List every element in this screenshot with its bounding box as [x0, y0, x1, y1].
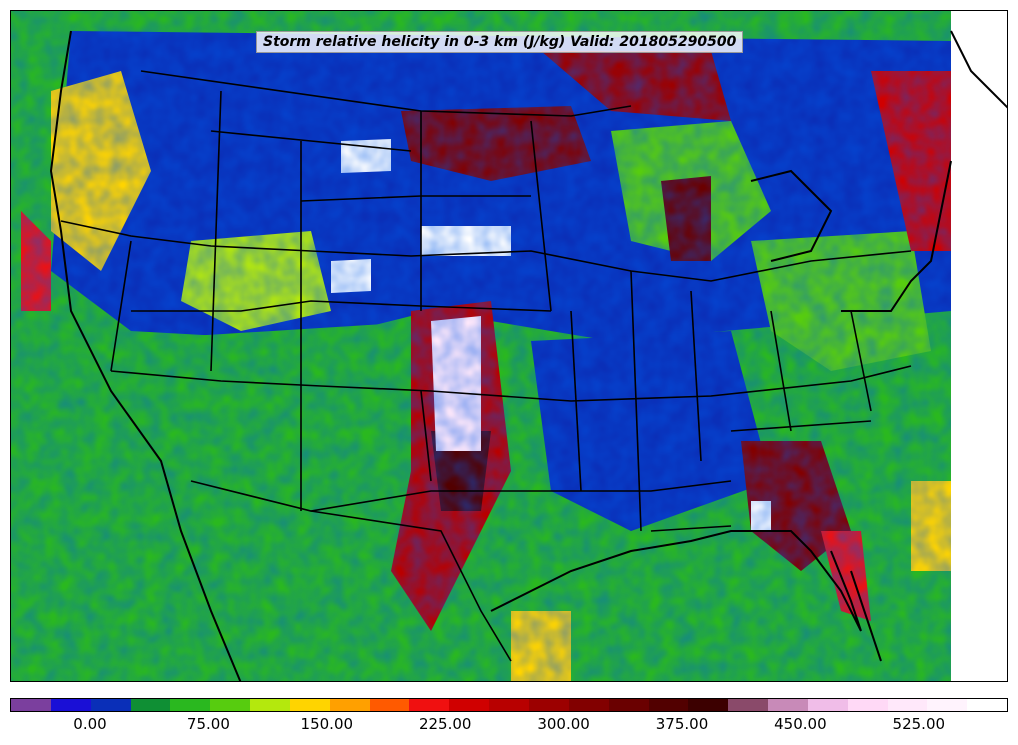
colorbar-tick-label: 375.00	[655, 715, 709, 733]
colorbar-segment	[688, 699, 729, 711]
colorbar-segment	[927, 699, 968, 711]
colorbar-segment	[489, 699, 529, 711]
colorbar-segment	[887, 699, 928, 711]
colorbar-labels: 0.00 75.00 150.00 225.00 300.00 375.00 450.00 5…	[10, 715, 1008, 737]
colorbar-segment	[90, 699, 131, 711]
colorbar-segment	[130, 699, 171, 711]
colorbar-segment	[409, 699, 450, 711]
colorbar-segment	[608, 699, 649, 711]
no-data-area	[951, 11, 1007, 681]
map-panel: Storm relative helicity in 0-3 km (J/kg)…	[10, 10, 1008, 682]
colorbar-tick-label: 450.00	[774, 715, 827, 733]
colorbar-segment	[648, 699, 689, 711]
colorbar-segment	[449, 699, 490, 711]
colorbar-tick-label: 0.00	[73, 715, 107, 733]
state-borders	[60, 70, 912, 662]
colorbar-segment	[847, 699, 888, 711]
colorbar-segment	[250, 699, 290, 711]
colorbar-segment	[369, 699, 410, 711]
colorbar-segment	[768, 699, 808, 711]
colorbar-segment	[528, 699, 569, 711]
colorbar-tick-label: 150.00	[300, 715, 354, 733]
colorbar-tick-label: 225.00	[418, 715, 472, 733]
helicity-map	[11, 11, 1007, 681]
colorbar-segment	[807, 699, 848, 711]
map-title: Storm relative helicity in 0-3 km (J/kg)…	[256, 31, 744, 53]
colorbar-tick-label: 525.00	[892, 715, 946, 733]
colorbar-segment	[170, 699, 211, 711]
colorbar-segment	[210, 699, 251, 711]
colorbar-segment	[728, 699, 769, 711]
colorbar-tick-label: 75.00	[186, 715, 230, 733]
colorbar-segment	[967, 699, 1008, 711]
coastlines	[49, 30, 1007, 681]
colorbar-segment	[50, 699, 91, 711]
colorbar-segment	[568, 699, 609, 711]
colorbar-segment	[289, 699, 330, 711]
colorbar-tick-label: 300.00	[537, 715, 590, 733]
colorbar-segment	[11, 699, 51, 711]
field-texture	[11, 11, 951, 681]
colorbar-segment	[329, 699, 370, 711]
colorbar	[10, 698, 1008, 712]
